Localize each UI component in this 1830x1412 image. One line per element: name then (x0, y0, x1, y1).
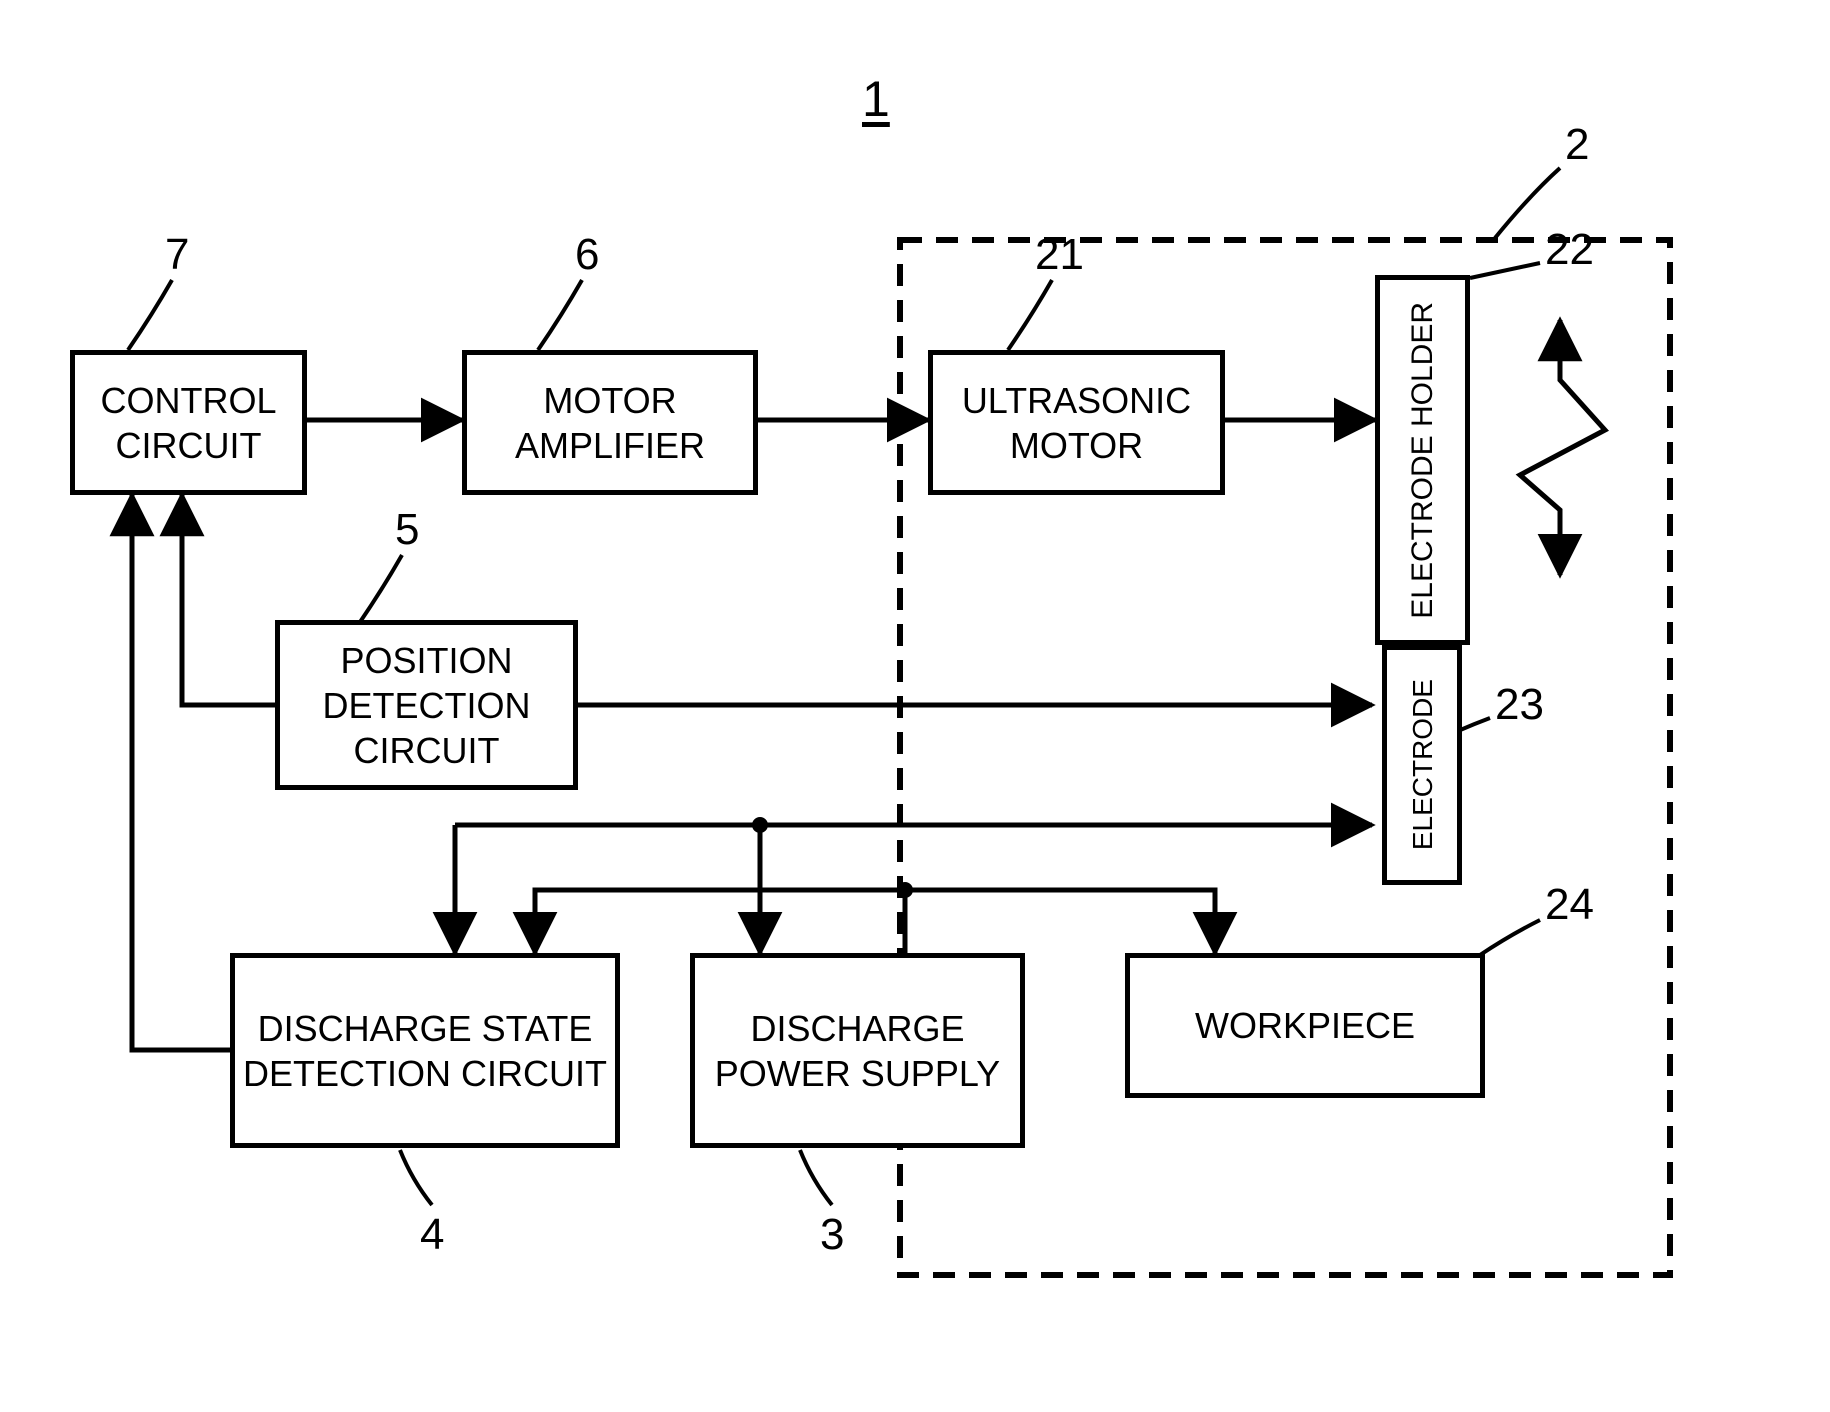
discharge-power-supply-label: DISCHARGE POWER SUPPLY (695, 1006, 1020, 1096)
ref-21: 21 (1035, 230, 1084, 280)
ultrasonic-motor-block: ULTRASONIC MOTOR (928, 350, 1225, 495)
electrode-holder-label: ELECTRODE HOLDER (1404, 302, 1442, 619)
control-circuit-label: CONTROL CIRCUIT (75, 378, 302, 468)
ref-24: 24 (1545, 880, 1594, 930)
ref-23: 23 (1495, 680, 1544, 730)
discharge-power-supply-block: DISCHARGE POWER SUPPLY (690, 953, 1025, 1148)
ref-3: 3 (820, 1210, 844, 1260)
motor-amplifier-block: MOTOR AMPLIFIER (462, 350, 758, 495)
ref-6: 6 (575, 230, 599, 280)
ultrasonic-motor-label: ULTRASONIC MOTOR (933, 378, 1220, 468)
workpiece-label: WORKPIECE (1195, 1003, 1415, 1048)
ref-2: 2 (1565, 120, 1589, 170)
motor-amplifier-label: MOTOR AMPLIFIER (467, 378, 753, 468)
ref-22: 22 (1545, 225, 1594, 275)
electrode-block: ELECTRODE (1382, 645, 1462, 885)
diagram-canvas: 1 (0, 0, 1830, 1412)
figure-number: 1 (862, 70, 890, 128)
ref-5: 5 (395, 505, 419, 555)
discharge-state-detection-label: DISCHARGE STATE DETECTION CIRCUIT (235, 1006, 615, 1096)
electrode-label: ELECTRODE (1405, 679, 1440, 850)
discharge-state-detection-block: DISCHARGE STATE DETECTION CIRCUIT (230, 953, 620, 1148)
control-circuit-block: CONTROL CIRCUIT (70, 350, 307, 495)
ref-4: 4 (420, 1210, 444, 1260)
electrode-holder-block: ELECTRODE HOLDER (1375, 275, 1470, 645)
position-detection-label: POSITION DETECTION CIRCUIT (280, 638, 573, 773)
workpiece-block: WORKPIECE (1125, 953, 1485, 1098)
position-detection-block: POSITION DETECTION CIRCUIT (275, 620, 578, 790)
ref-7: 7 (165, 230, 189, 280)
